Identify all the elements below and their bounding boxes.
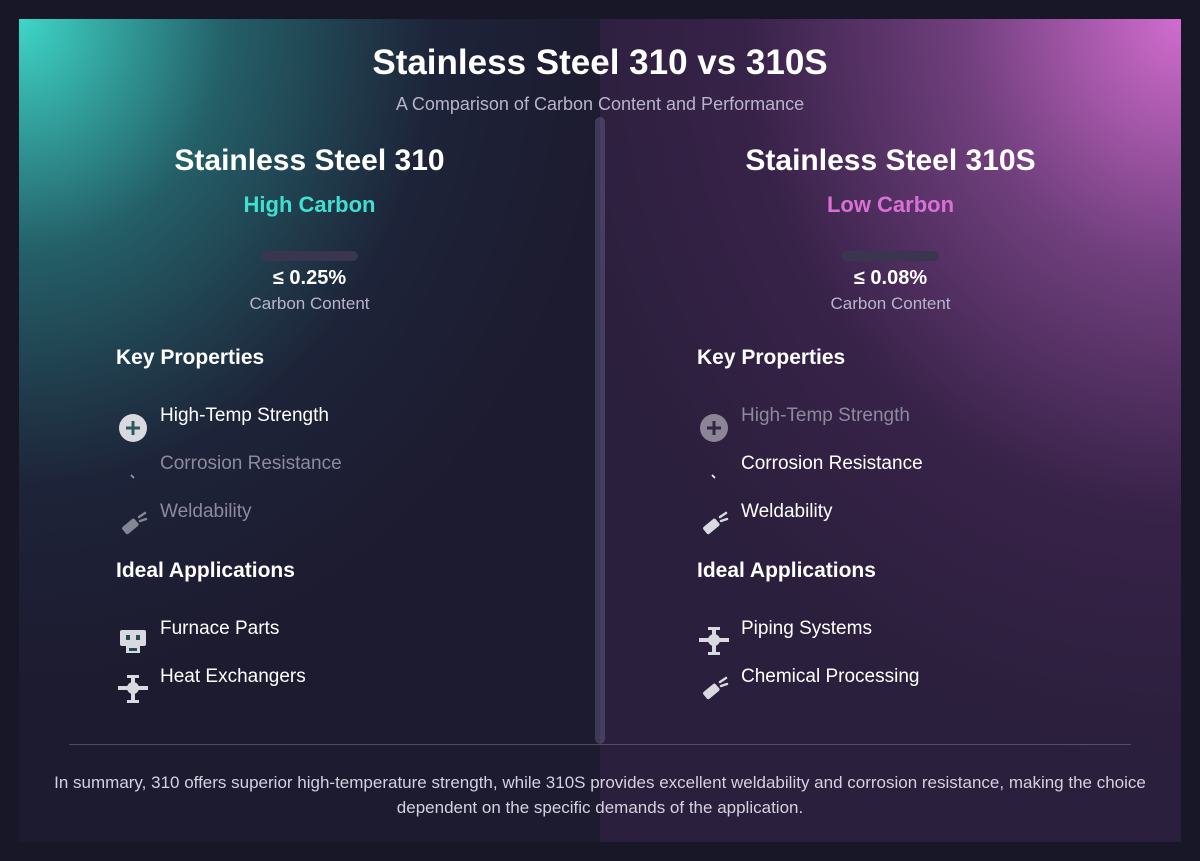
carbon-bar bbox=[261, 251, 358, 261]
right-background bbox=[600, 19, 1181, 842]
application-label: Heat Exchangers bbox=[160, 666, 306, 687]
property-label: Corrosion Resistance bbox=[160, 453, 342, 474]
furnace-icon bbox=[116, 624, 150, 658]
left-background bbox=[19, 19, 600, 842]
plus-circle-icon bbox=[116, 411, 150, 445]
carbon-tag: High Carbon bbox=[243, 192, 376, 217]
center-divider bbox=[595, 117, 605, 744]
properties-heading: Key Properties bbox=[697, 346, 846, 369]
left-column: Stainless Steel 310 High Carbon ≤ 0.25% … bbox=[19, 19, 600, 842]
applications-heading: Ideal Applications bbox=[116, 559, 295, 582]
plus-circle-icon bbox=[697, 411, 731, 445]
application-label: Piping Systems bbox=[741, 618, 872, 639]
column-title: Stainless Steel 310S bbox=[745, 144, 1036, 177]
column-title: Stainless Steel 310 bbox=[174, 144, 445, 177]
welding-torch-icon bbox=[697, 507, 731, 541]
property-label: High-Temp Strength bbox=[160, 405, 329, 426]
property-label: Corrosion Resistance bbox=[741, 453, 923, 474]
carbon-value: ≤ 0.25% bbox=[272, 267, 347, 289]
carbon-bar bbox=[842, 251, 939, 261]
summary-text: In summary, 310 offers superior high-tem… bbox=[54, 773, 1146, 817]
page-title: Stainless Steel 310 vs 310S bbox=[372, 43, 828, 82]
welding-torch-icon bbox=[116, 507, 150, 541]
carbon-label: Carbon Content bbox=[830, 294, 951, 313]
footer-divider bbox=[69, 744, 1131, 745]
welding-torch-icon bbox=[697, 672, 731, 706]
carbon-value: ≤ 0.08% bbox=[853, 267, 928, 289]
tiny-dash-icon bbox=[116, 459, 150, 493]
application-label: Furnace Parts bbox=[160, 618, 280, 639]
tiny-dash-icon bbox=[697, 459, 731, 493]
property-label: Weldability bbox=[160, 501, 252, 522]
page-subtitle: A Comparison of Carbon Content and Perfo… bbox=[395, 94, 805, 114]
right-column: Stainless Steel 310S Low Carbon ≤ 0.08% … bbox=[600, 19, 1181, 842]
carbon-label: Carbon Content bbox=[249, 294, 370, 313]
comparison-card: Stainless Steel 310 vs 310S A Comparison… bbox=[19, 19, 1181, 842]
carbon-tag: Low Carbon bbox=[826, 192, 955, 217]
properties-heading: Key Properties bbox=[116, 346, 265, 369]
property-label: Weldability bbox=[741, 501, 833, 522]
property-label: High-Temp Strength bbox=[741, 405, 910, 426]
valve-pipe-icon bbox=[697, 624, 731, 658]
applications-heading: Ideal Applications bbox=[697, 559, 876, 582]
application-label: Chemical Processing bbox=[741, 666, 920, 687]
valve-pipe-icon bbox=[116, 672, 150, 706]
